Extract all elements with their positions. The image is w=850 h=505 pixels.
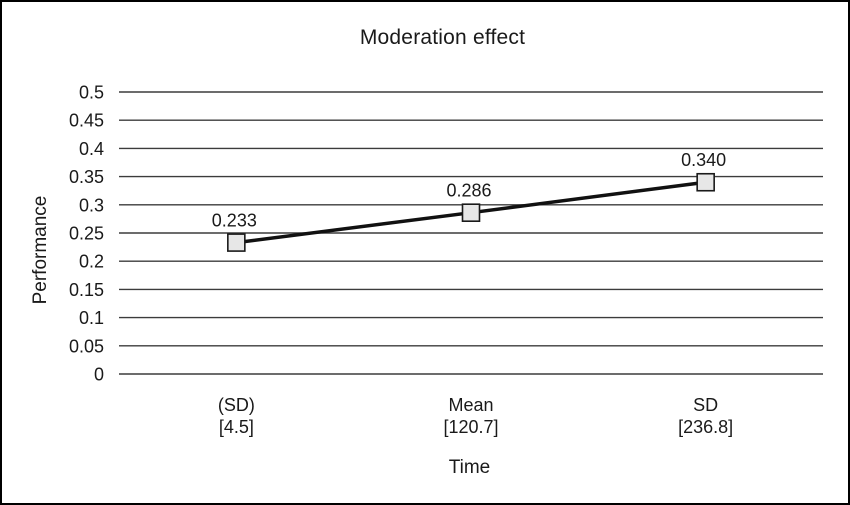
x-axis-title: Time — [448, 457, 491, 478]
y-tick-label: 0.45 — [69, 111, 104, 131]
y-tick-label: 0.2 — [79, 252, 104, 272]
y-tick-label: 0.5 — [79, 83, 104, 103]
x-tick-label: SD — [693, 395, 718, 415]
y-tick-label: 0.1 — [79, 308, 104, 328]
data-point-marker — [696, 172, 715, 192]
data-point-marker — [461, 203, 481, 222]
data-point-label: 0.233 — [212, 211, 257, 231]
y-tick-label: 0 — [94, 365, 104, 385]
data-point-marker — [227, 233, 246, 252]
y-tick-label: 0.4 — [79, 139, 104, 159]
x-tick-label: (SD) — [218, 395, 255, 415]
data-point-label: 0.286 — [446, 181, 491, 201]
x-tick-sublabel: [236.8] — [678, 417, 733, 437]
chart-title: Moderation effect — [359, 26, 526, 49]
y-tick-label: 0.15 — [69, 280, 104, 300]
y-tick-label: 0.05 — [69, 336, 104, 356]
x-tick-label: Mean — [448, 395, 493, 415]
y-tick-label: 0.3 — [79, 195, 104, 215]
data-point-label: 0.340 — [681, 150, 726, 170]
x-tick-sublabel: [120.7] — [443, 417, 498, 437]
y-tick-label: 0.25 — [69, 224, 104, 244]
x-tick-sublabel: [4.5] — [219, 417, 254, 437]
y-tick-label: 0.35 — [69, 167, 104, 187]
